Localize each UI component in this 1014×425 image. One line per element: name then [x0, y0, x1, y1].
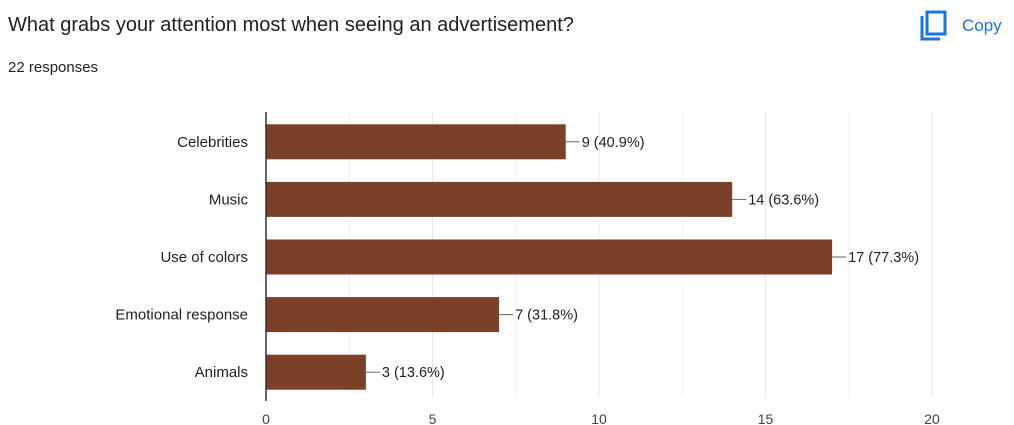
data-label: 7 (31.8%) [515, 308, 578, 324]
copy-icon [918, 10, 948, 42]
copy-button[interactable]: Copy [918, 8, 1002, 44]
x-tick-label: 10 [591, 411, 607, 425]
x-tick-label: 0 [262, 411, 270, 425]
bar [266, 181, 733, 217]
question-title: What grabs your attention most when seei… [8, 14, 574, 36]
x-tick-label: 15 [758, 411, 774, 425]
x-tick-label: 20 [924, 411, 940, 425]
bar [266, 354, 366, 390]
x-tick-label: 5 [429, 411, 437, 425]
copy-label: Copy [962, 16, 1002, 35]
bar [266, 239, 833, 275]
category-label: Animals [195, 364, 248, 381]
data-label: 17 (77.3%) [848, 250, 919, 266]
category-label: Music [209, 191, 249, 208]
category-label: Emotional response [115, 307, 248, 324]
category-label: Use of colors [160, 249, 248, 266]
data-label: 9 (40.9%) [582, 135, 645, 151]
category-label: Celebrities [177, 134, 248, 151]
bar [266, 297, 500, 333]
data-label: 14 (63.6%) [748, 192, 819, 208]
bar [266, 124, 566, 160]
response-count: 22 responses [8, 59, 99, 76]
data-label: 3 (13.6%) [382, 365, 445, 381]
